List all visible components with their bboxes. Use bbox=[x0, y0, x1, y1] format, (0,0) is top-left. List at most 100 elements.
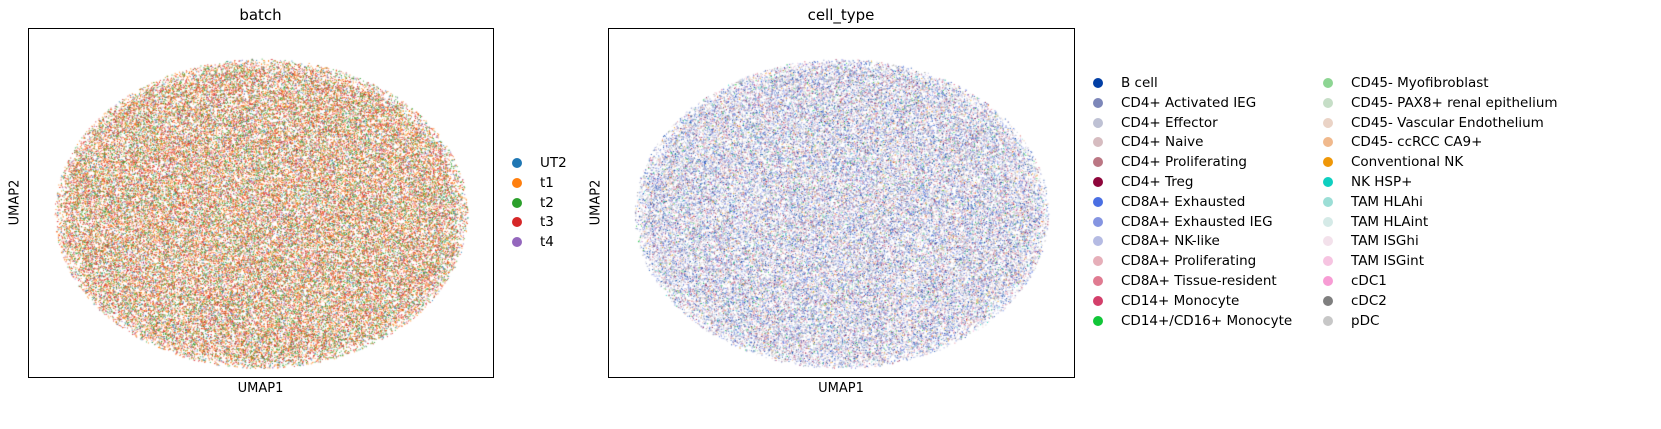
legend-label: CD8A+ Tissue-resident bbox=[1121, 273, 1277, 289]
legend-item-tam-isghi: TAM ISGhi bbox=[1323, 231, 1419, 251]
legend-marker bbox=[1093, 216, 1103, 227]
legend-item-tam-hlaint: TAM HLAint bbox=[1323, 212, 1428, 232]
legend-marker bbox=[1323, 78, 1333, 88]
legend-item-cd4-proliferating: CD4+ Proliferating bbox=[1093, 152, 1247, 172]
cell-type-scatter-canvas bbox=[609, 29, 1074, 377]
legend-marker bbox=[512, 197, 522, 208]
legend-item-cd8a-nk-like: CD8A+ NK-like bbox=[1093, 231, 1220, 251]
legend-label: Conventional NK bbox=[1351, 154, 1464, 171]
legend-marker bbox=[1323, 177, 1333, 187]
legend-item-b-cell: B cell bbox=[1093, 73, 1158, 93]
legend-label: CD8A+ Exhausted bbox=[1121, 193, 1246, 210]
legend-item-conventional-nk: Conventional NK bbox=[1323, 152, 1463, 172]
legend-item-cd4-effector: CD4+ Effector bbox=[1093, 113, 1218, 133]
legend-label: CD4+ Treg bbox=[1121, 174, 1194, 190]
legend-item-t3: t3 bbox=[512, 212, 554, 232]
legend-item-cd14-cd16-monocyte: CD14+/CD16+ Monocyte bbox=[1093, 311, 1292, 331]
legend-label: UT2 bbox=[540, 155, 567, 171]
legend-marker bbox=[1093, 236, 1103, 247]
legend-item-pdc: pDC bbox=[1323, 311, 1379, 331]
legend-label: CD45- ccRCC CA9+ bbox=[1351, 134, 1483, 151]
legend-marker bbox=[1093, 78, 1103, 88]
legend-label: CD4+ Effector bbox=[1121, 114, 1218, 131]
batch-scatter-canvas bbox=[29, 29, 493, 377]
legend-item-cd8a-exhausted: CD8A+ Exhausted bbox=[1093, 192, 1245, 212]
legend-item-cd8a-tissue-resident: CD8A+ Tissue-resident bbox=[1093, 271, 1277, 291]
legend-marker bbox=[512, 177, 522, 188]
legend-item-t2: t2 bbox=[512, 193, 554, 213]
legend-item-tam-hlahi: TAM HLAhi bbox=[1323, 192, 1423, 212]
legend-label: t2 bbox=[540, 194, 554, 211]
legend-label: CD8A+ NK-like bbox=[1121, 233, 1220, 250]
cell-type-xlabel: UMAP1 bbox=[818, 381, 864, 396]
legend-item-cd45-pax8-renal-epithelium: CD45- PAX8+ renal epithelium bbox=[1323, 93, 1558, 113]
legend-marker bbox=[1093, 117, 1103, 128]
legend-item-cd14-monocyte: CD14+ Monocyte bbox=[1093, 291, 1239, 311]
legend-item-cdc1: cDC1 bbox=[1323, 271, 1387, 291]
legend-label: CD4+ Naive bbox=[1121, 134, 1204, 151]
legend-marker bbox=[1093, 137, 1103, 148]
legend-marker bbox=[1323, 236, 1333, 247]
legend-label: B cell bbox=[1121, 75, 1158, 91]
legend-marker bbox=[512, 158, 522, 168]
legend-marker bbox=[1093, 276, 1103, 286]
legend-item-cd4-treg: CD4+ Treg bbox=[1093, 172, 1193, 192]
batch-plot-area bbox=[28, 28, 494, 378]
legend-item-cd4-naive: CD4+ Naive bbox=[1093, 132, 1203, 152]
legend-marker bbox=[1323, 315, 1333, 326]
legend-marker bbox=[512, 237, 522, 248]
legend-marker bbox=[1323, 276, 1333, 286]
legend-marker bbox=[1093, 295, 1103, 306]
batch-xlabel: UMAP1 bbox=[237, 381, 284, 396]
legend-marker bbox=[1093, 256, 1103, 267]
legend-marker bbox=[1323, 97, 1333, 108]
legend-item-t4: t4 bbox=[512, 232, 554, 252]
legend-label: CD14+/CD16+ Monocyte bbox=[1121, 312, 1293, 329]
legend-label: CD14+ Monocyte bbox=[1121, 292, 1240, 309]
legend-label: CD4+ Proliferating bbox=[1121, 154, 1247, 171]
legend-marker bbox=[1323, 117, 1333, 128]
legend-label: TAM HLAhi bbox=[1351, 193, 1423, 210]
legend-item-cd45-vascular-endothelium: CD45- Vascular Endothelium bbox=[1323, 113, 1544, 133]
legend-item-cd45-myofibroblast: CD45- Myofibroblast bbox=[1323, 73, 1489, 93]
legend-item-cd8a-exhausted-ieg: CD8A+ Exhausted IEG bbox=[1093, 212, 1273, 232]
legend-marker bbox=[1323, 157, 1333, 168]
legend-item-nk-hsp: NK HSP+ bbox=[1323, 172, 1412, 192]
legend-item-cd45-ccrcc-ca9: CD45- ccRCC CA9+ bbox=[1323, 132, 1482, 152]
cell-type-ylabel: UMAP2 bbox=[588, 179, 604, 226]
legend-marker bbox=[1093, 196, 1103, 207]
legend-label: TAM ISGint bbox=[1351, 253, 1424, 270]
legend-marker bbox=[512, 217, 522, 228]
legend-item-tam-isgint: TAM ISGint bbox=[1323, 251, 1424, 271]
legend-label: NK HSP+ bbox=[1351, 174, 1413, 190]
batch-ylabel: UMAP2 bbox=[7, 179, 23, 226]
cell-type-plot-area bbox=[608, 28, 1075, 378]
legend-marker bbox=[1323, 256, 1333, 267]
legend-marker bbox=[1093, 315, 1103, 326]
legend-marker bbox=[1323, 295, 1333, 306]
legend-marker bbox=[1093, 97, 1103, 108]
legend-label: CD8A+ Exhausted IEG bbox=[1121, 213, 1273, 230]
legend-marker bbox=[1323, 137, 1333, 148]
legend-label: pDC bbox=[1351, 312, 1380, 329]
legend-marker bbox=[1093, 157, 1103, 168]
legend-item-t1: t1 bbox=[512, 173, 554, 193]
legend-label: t3 bbox=[540, 214, 554, 231]
legend-label: cDC2 bbox=[1351, 292, 1387, 309]
legend-item-ut2: UT2 bbox=[512, 153, 567, 173]
legend-item-cd4-activated-ieg: CD4+ Activated IEG bbox=[1093, 93, 1256, 113]
legend-label: t4 bbox=[540, 234, 554, 251]
legend-marker bbox=[1323, 196, 1333, 207]
legend-item-cd8a-proliferating: CD8A+ Proliferating bbox=[1093, 251, 1256, 271]
legend-label: TAM HLAint bbox=[1351, 213, 1429, 230]
legend-label: cDC1 bbox=[1351, 273, 1387, 289]
cell-type-title: cell_type bbox=[807, 6, 875, 24]
legend-label: t1 bbox=[540, 174, 554, 191]
legend-label: CD45- Myofibroblast bbox=[1351, 75, 1489, 91]
legend-label: CD8A+ Proliferating bbox=[1121, 253, 1257, 270]
legend-label: CD4+ Activated IEG bbox=[1121, 94, 1257, 111]
legend-item-cdc2: cDC2 bbox=[1323, 291, 1387, 311]
batch-title: batch bbox=[239, 6, 282, 24]
legend-marker bbox=[1323, 216, 1333, 227]
legend-marker bbox=[1093, 177, 1103, 187]
